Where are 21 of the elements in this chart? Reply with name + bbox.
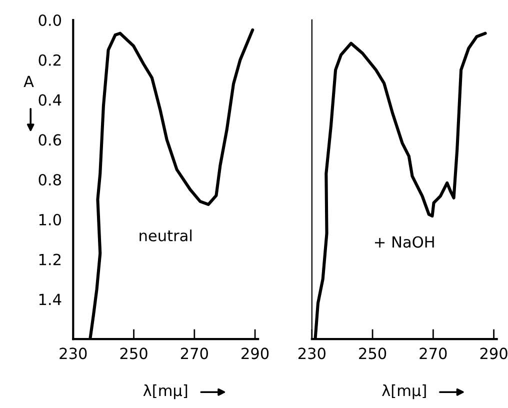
x-tick-label: 290 <box>480 348 508 360</box>
x-tick-label: 230 <box>60 348 87 360</box>
x-tick-label: 230 <box>298 348 326 360</box>
annotation: + NaOH <box>375 236 434 248</box>
x-tick-label: 250 <box>359 348 386 360</box>
y-tick-label: 1.2 <box>39 254 61 266</box>
y-tick-label: 0.8 <box>38 174 61 186</box>
x-tick-label: 250 <box>120 348 148 360</box>
y-tick-label: 0.4 <box>38 94 62 106</box>
y-tick-label: 1.0 <box>39 214 62 226</box>
x-tick-label: 290 <box>242 348 269 360</box>
y-tick-label: 0.0 <box>38 14 62 26</box>
y-tick-label: 1.4 <box>39 294 62 305</box>
x-axis-title: λ[mμ] <box>382 384 426 400</box>
y-tick-label: 0.6 <box>38 134 62 146</box>
x-tick-label: 270 <box>420 348 447 360</box>
annotation: neutral <box>140 230 192 242</box>
x-axis-title: λ[mμ] <box>143 384 188 400</box>
y-axis-title: A <box>24 76 34 88</box>
x-tick-label: 270 <box>180 348 208 360</box>
y-tick-label: 0.2 <box>38 54 61 66</box>
